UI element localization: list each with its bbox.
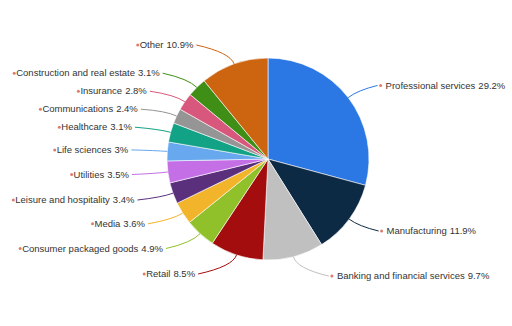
data-label: Other10.9%: [140, 39, 194, 50]
data-label: Communications2.4%: [42, 103, 138, 114]
label-dot: [77, 90, 80, 93]
label-dot: [91, 222, 94, 225]
label-dot: [19, 247, 22, 250]
label-dot: [330, 275, 333, 278]
data-label: Manufacturing11.9%: [387, 225, 477, 236]
label-category: Consumer packaged goods: [22, 243, 138, 254]
data-label: Utilities3.5%: [74, 169, 130, 180]
label-category: Other: [140, 39, 164, 50]
data-label: Healthcare3.1%: [61, 121, 132, 132]
data-label: Retail8.5%: [146, 268, 196, 279]
pie-slice: [204, 58, 268, 159]
label-dot: [70, 173, 73, 176]
data-label: Leisure and hospitality3.4%: [15, 194, 135, 205]
label-category: Professional services: [386, 80, 476, 91]
connector: [348, 85, 377, 97]
data-label: Consumer packaged goods4.9%: [22, 243, 163, 254]
label-value: 4.9%: [141, 243, 163, 254]
connector: [150, 91, 185, 102]
slices: [167, 58, 369, 260]
connectors: [131, 45, 378, 276]
connector: [132, 172, 168, 175]
connector: [148, 213, 183, 224]
chart: Professional services29.2%Manufacturing1…: [0, 0, 512, 326]
label-category: Media: [94, 218, 121, 229]
label-dot: [380, 230, 383, 233]
label-category: Insurance: [80, 85, 122, 96]
connector: [349, 219, 379, 231]
label-dot: [136, 44, 139, 47]
label-dot: [13, 72, 16, 75]
label-dot: [143, 273, 146, 276]
label-value: 3.5%: [107, 169, 129, 180]
data-labels: Professional services29.2%Manufacturing1…: [12, 39, 506, 281]
label-dot: [379, 84, 382, 87]
data-label: Media3.6%: [94, 218, 145, 229]
label-value: 3.1%: [110, 121, 132, 132]
label-value: 3.4%: [113, 194, 135, 205]
data-label: Life sciences3%: [57, 144, 129, 155]
pie-slice: [167, 159, 268, 183]
label-category: Banking and financial services: [337, 270, 465, 281]
label-category: Manufacturing: [387, 225, 447, 236]
label-category: Life sciences: [57, 144, 112, 155]
label-value: 8.5%: [173, 268, 195, 279]
connector: [141, 109, 177, 116]
label-category: Retail: [146, 268, 170, 279]
label-value: 3.6%: [123, 218, 145, 229]
label-value: 29.2%: [478, 80, 505, 91]
connector: [198, 255, 236, 274]
label-category: Communications: [42, 103, 113, 114]
label-dot: [58, 126, 61, 129]
connector: [196, 45, 234, 64]
label-value: 11.9%: [450, 225, 477, 236]
label-category: Construction and real estate: [16, 67, 135, 78]
connector: [293, 257, 329, 276]
label-category: Healthcare: [61, 121, 107, 132]
connector: [131, 150, 167, 152]
label-category: Utilities: [74, 169, 105, 180]
label-value: 3.1%: [138, 67, 160, 78]
data-label: Professional services29.2%: [386, 80, 506, 91]
connector: [163, 73, 197, 87]
connector: [166, 234, 200, 249]
pie-slice: [263, 159, 322, 260]
label-category: Leisure and hospitality: [15, 194, 110, 205]
label-dot: [12, 199, 15, 202]
connector: [135, 127, 171, 132]
label-dot: [53, 148, 56, 151]
label-dot: [39, 108, 42, 111]
label-value: 3%: [115, 144, 129, 155]
data-label: Insurance2.8%: [80, 85, 147, 96]
label-value: 10.9%: [166, 39, 193, 50]
label-value: 9.7%: [468, 270, 490, 281]
label-value: 2.4%: [116, 103, 138, 114]
data-label: Banking and financial services9.7%: [337, 270, 490, 281]
label-value: 2.8%: [125, 85, 147, 96]
connector: [138, 193, 174, 200]
data-label: Construction and real estate3.1%: [16, 67, 160, 78]
